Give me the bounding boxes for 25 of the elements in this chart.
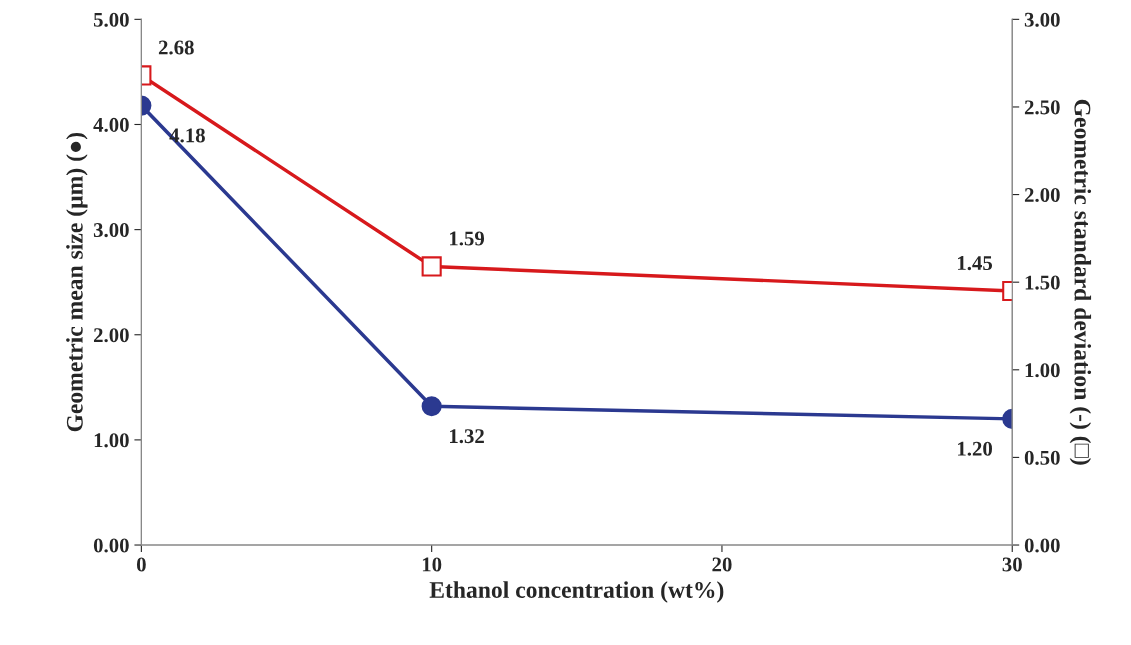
x-tick-label: 20 (712, 557, 732, 572)
x-axis-title: Ethanol concentration (wt%) (429, 581, 724, 603)
y2-tick-label: 0.00 (1024, 538, 1060, 553)
data-label: 1.45 (958, 256, 993, 271)
y2-tick-label: 1.00 (1025, 363, 1060, 378)
x-tick-label: 10 (422, 557, 442, 572)
y-tick-label: 4.00 (93, 117, 129, 133)
y-tick-label: 5.00 (93, 12, 129, 27)
data-label: 1.20 (958, 441, 993, 456)
y-axis-title: Geometric mean size (µm) (●) (66, 132, 88, 432)
y2-tick-label: 0.50 (1024, 450, 1060, 465)
y2-tick-label: 2.50 (1024, 100, 1060, 115)
data-label: 1.32 (450, 429, 484, 444)
y2-tick-label: 1.50 (1025, 275, 1060, 290)
y-tick-label: 0.00 (93, 538, 129, 553)
y-tick-label: 2.00 (93, 328, 129, 343)
y2-tick-label: 2.00 (1024, 187, 1060, 203)
y-tick-label: 1.00 (94, 433, 129, 448)
data-label: 1.59 (450, 231, 485, 246)
y2-axis-title: Geometric standard deviation (-) (□) (1069, 99, 1092, 465)
data-label: 2.68 (158, 40, 194, 55)
y-tick-label: 3.00 (93, 222, 129, 238)
x-tick-label: 0 (136, 557, 146, 572)
y2-tick-label: 3.00 (1024, 12, 1060, 27)
x-tick-label: 30 (1002, 557, 1022, 572)
